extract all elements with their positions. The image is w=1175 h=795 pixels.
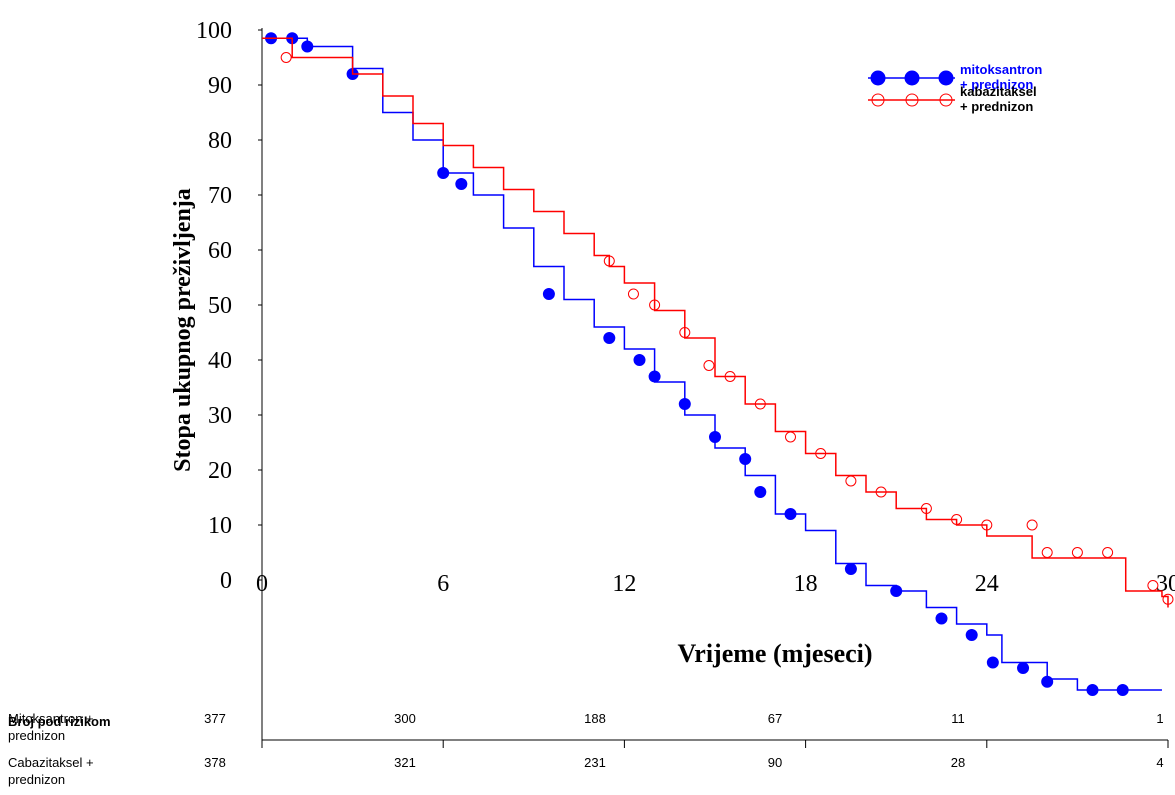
legend-marker	[905, 93, 919, 107]
censor-mark	[754, 398, 766, 410]
censor-mark	[739, 453, 752, 465]
y-tick-label: 80	[208, 128, 232, 154]
censor-mark	[633, 354, 646, 366]
censor-mark	[754, 486, 767, 498]
x-tick-label: 0	[256, 571, 268, 597]
censor-mark	[815, 448, 827, 459]
censor-mark	[678, 398, 691, 410]
censor-mark	[965, 629, 978, 641]
censor-mark	[784, 508, 797, 520]
censor-mark	[844, 563, 857, 575]
y-tick-label: 50	[208, 293, 232, 319]
censor-mark	[724, 371, 736, 382]
risk-count: 231	[584, 755, 606, 770]
censor-mark	[935, 612, 948, 625]
risk-count: 1	[1156, 711, 1163, 726]
risk-count: 378	[204, 755, 226, 770]
censor-mark	[1086, 684, 1099, 696]
risk-count: 4	[1156, 755, 1163, 770]
censor-mark	[875, 486, 887, 498]
censor-mark	[785, 431, 796, 443]
survival-curve	[262, 37, 1169, 608]
censor-mark	[1162, 593, 1174, 605]
legend-label: mitoksantron + prednizon	[960, 62, 1042, 92]
risk-row-line: Mitoksantron +	[8, 711, 94, 726]
x-tick-label: 24	[975, 571, 999, 597]
y-tick-label: 100	[196, 18, 232, 44]
risk-count: 28	[951, 755, 965, 770]
legend-line-text: + prednizon	[960, 99, 1033, 114]
censor-mark	[920, 503, 932, 514]
censor-mark	[709, 431, 721, 443]
censor-mark	[1147, 580, 1159, 591]
legend-line-text: mitoksantron	[960, 62, 1042, 77]
risk-row-line: prednizon	[8, 772, 65, 787]
legend-line-text: + prednizon	[960, 77, 1033, 92]
y-tick-label: 20	[208, 458, 232, 484]
censor-mark	[986, 656, 999, 669]
risk-count: 300	[394, 711, 416, 726]
y-tick-label: 60	[208, 238, 232, 264]
risk-count: 188	[584, 711, 606, 726]
censor-mark	[1102, 547, 1114, 558]
y-tick-label: 0	[220, 568, 232, 594]
risk-row-label: Cabazitaksel + prednizon	[8, 755, 94, 787]
risk-count: 67	[768, 711, 782, 726]
censor-mark	[951, 514, 963, 525]
censor-mark	[455, 178, 468, 190]
y-axis-title: Stopa ukupnog preživljenja	[170, 188, 196, 472]
risk-count: 90	[768, 755, 782, 770]
x-tick-label: 12	[612, 571, 636, 597]
risk-row-line: prednizon	[8, 728, 65, 743]
x-tick-label: 30	[1156, 571, 1175, 597]
censor-mark	[1026, 519, 1038, 531]
censor-mark	[679, 327, 691, 338]
censor-mark	[627, 288, 639, 300]
legend-marker	[871, 93, 885, 107]
censor-mark	[1071, 547, 1083, 558]
censor-mark	[301, 40, 314, 53]
y-tick-label: 70	[208, 183, 232, 209]
risk-row-line: Cabazitaksel +	[8, 755, 94, 770]
censor-mark	[703, 360, 715, 371]
y-tick-label: 30	[208, 403, 232, 429]
legend-marker	[939, 93, 953, 107]
risk-count: 321	[394, 755, 416, 770]
censor-mark	[981, 519, 993, 531]
censor-mark	[1041, 675, 1054, 688]
censor-mark	[1017, 662, 1030, 674]
risk-row-label: Mitoksantron + prednizon	[8, 711, 94, 743]
x-axis-title: Vrijeme (mjeseci)	[677, 639, 872, 668]
censor-mark	[648, 370, 661, 383]
censor-mark	[603, 255, 615, 267]
censor-mark	[649, 299, 661, 311]
x-tick-label: 18	[794, 571, 818, 597]
y-tick-label: 40	[208, 348, 232, 374]
censor-mark	[1041, 547, 1053, 558]
censor-mark	[845, 475, 857, 487]
censor-mark	[603, 332, 616, 344]
legend-line-text: kabazitaksel	[960, 84, 1037, 99]
censor-mark	[437, 167, 450, 179]
risk-count: 11	[951, 711, 965, 726]
legend-marker	[870, 70, 886, 86]
y-tick-label: 90	[208, 73, 232, 99]
censor-mark	[542, 288, 555, 300]
censor-mark	[890, 585, 903, 597]
x-tick-label: 6	[437, 571, 449, 597]
legend-marker	[938, 70, 954, 86]
legend-marker	[904, 70, 920, 86]
risk-title: Broj pod rizikom	[8, 714, 111, 729]
risk-count: 377	[204, 711, 226, 726]
censor-mark	[280, 52, 292, 63]
legend-label: kabazitaksel + prednizon	[960, 84, 1037, 114]
y-tick-label: 10	[208, 513, 232, 539]
censor-mark	[1116, 684, 1129, 696]
survival-curve	[262, 37, 1162, 691]
